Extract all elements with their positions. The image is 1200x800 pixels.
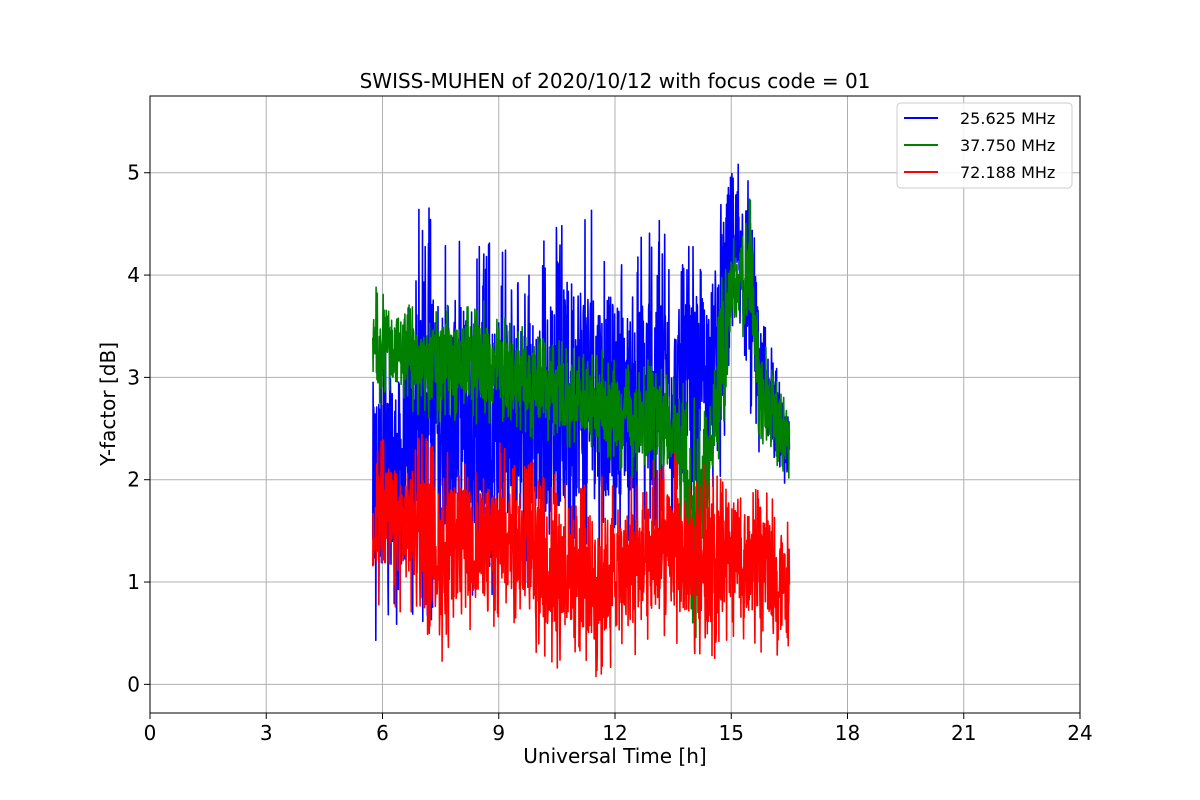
legend-label-37750: 37.750 MHz	[960, 136, 1055, 155]
legend-box	[896, 102, 1073, 189]
y-tick-label: 2	[127, 468, 140, 492]
plot-area	[372, 163, 791, 678]
x-tick-label: 6	[376, 721, 389, 745]
x-tick-label: 3	[260, 721, 273, 745]
legend-label-25625: 25.625 MHz	[960, 109, 1055, 128]
x-tick-label: 12	[602, 721, 627, 745]
y-tick-label: 4	[127, 263, 140, 287]
y-tick-label: 5	[127, 161, 140, 185]
x-axis-label: Universal Time [h]	[523, 744, 706, 768]
x-tick-label: 18	[835, 721, 860, 745]
y-axis-ticks: 0 1 2 3 4 5	[127, 161, 150, 696]
chart-title: SWISS-MUHEN of 2020/10/12 with focus cod…	[360, 69, 871, 93]
y-tick-label: 3	[127, 365, 140, 389]
y-tick-label: 1	[127, 570, 140, 594]
legend-label-72188: 72.188 MHz	[960, 163, 1055, 182]
x-tick-label: 21	[951, 721, 976, 745]
y-tick-label: 0	[127, 672, 140, 696]
x-axis-ticks: 0 3 6 9 12 15 18 21 24	[144, 713, 1093, 745]
x-tick-label: 0	[144, 721, 157, 745]
x-tick-label: 24	[1067, 721, 1092, 745]
series-layer	[372, 163, 791, 678]
y-axis-label: Y-factor [dB]	[96, 342, 120, 467]
series-line-37750	[372, 198, 791, 639]
series-line-72188	[372, 433, 791, 678]
legend: 25.625 MHz 37.750 MHz 72.188 MHz	[896, 102, 1073, 189]
x-tick-label: 9	[492, 721, 505, 745]
x-tick-label: 15	[719, 721, 744, 745]
